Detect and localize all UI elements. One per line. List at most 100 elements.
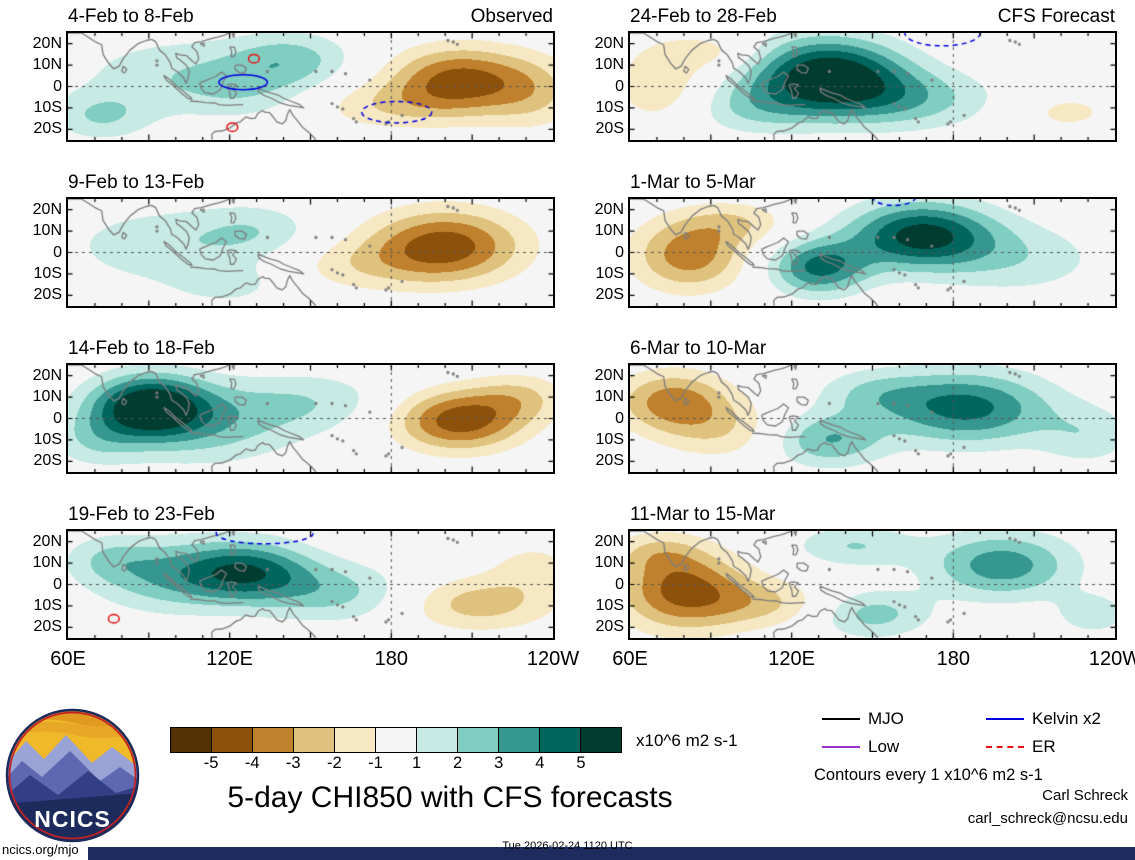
legend-label-mjo: MJO xyxy=(868,709,904,728)
legend-label-kelvin: Kelvin x2 xyxy=(1032,709,1101,728)
lat-axis-label: 10N xyxy=(32,554,62,572)
panel-header: 14-Feb to 18-Feb xyxy=(68,338,553,360)
panel-title: 19-Feb to 23-Feb xyxy=(68,504,215,525)
map-panel: 20N 10N 0 10S 20S xyxy=(33,531,553,638)
lat-axis-label: 10N xyxy=(594,56,624,74)
lat-axis-label: 20N xyxy=(32,34,62,52)
lat-axis-label: 10S xyxy=(33,264,62,282)
lat-axis-label: 10S xyxy=(33,430,62,448)
lon-axis-label: 180 xyxy=(936,648,971,670)
lat-axis-label: 10N xyxy=(594,222,624,240)
lat-axis-label: 10S xyxy=(33,98,62,116)
lon-axis-label: 60E xyxy=(50,648,86,670)
lat-axis-label: 10S xyxy=(33,596,62,614)
map-panel: 20N 10N 0 10S 20S xyxy=(595,33,1115,140)
map-canvas xyxy=(68,199,553,306)
column-label-observed: Observed xyxy=(470,6,553,27)
colorbar xyxy=(170,727,622,753)
map-canvas xyxy=(630,199,1115,306)
lon-axis-label: 120E xyxy=(768,648,816,670)
lat-axis-label: 0 xyxy=(615,575,624,593)
lat-axis-label: 20N xyxy=(594,200,624,218)
map-panel: 20N 10N 0 10S 20S xyxy=(595,365,1115,472)
lat-axis-label: 10N xyxy=(32,56,62,74)
lon-axis-left: 60E 120E 180 120W xyxy=(50,644,579,670)
lat-axis-label: 10S xyxy=(595,596,624,614)
lat-axis-label: 20N xyxy=(594,532,624,550)
panel-title: 9-Feb to 13-Feb xyxy=(68,172,205,193)
lat-axis-label: 10S xyxy=(595,98,624,116)
lat-axis-label: 0 xyxy=(53,575,62,593)
lat-axis-label: 20N xyxy=(32,366,62,384)
lat-axis-label: 20S xyxy=(33,286,62,304)
lat-axis-label: 20S xyxy=(595,618,624,636)
main-title: 5-day CHI850 with CFS forecasts xyxy=(227,781,673,814)
map-canvas xyxy=(630,33,1115,140)
lon-axis-label: 60E xyxy=(612,648,648,670)
map-canvas xyxy=(630,365,1115,472)
lat-axis-label: 20S xyxy=(595,120,624,138)
lat-axis-label: 10N xyxy=(32,222,62,240)
panel-header: 6-Mar to 10-Mar xyxy=(630,338,1115,360)
map-panel: 20N 10N 0 10S 20S xyxy=(33,365,553,472)
legend-line-mjo xyxy=(822,718,860,720)
lat-axis-label: 0 xyxy=(53,243,62,261)
map-canvas xyxy=(630,531,1115,638)
lat-axis-label: 10N xyxy=(32,388,62,406)
lat-axis-label: 0 xyxy=(53,409,62,427)
lat-axis-label: 20S xyxy=(595,286,624,304)
legend-line-low xyxy=(822,746,860,748)
lat-axis-label: 0 xyxy=(615,77,624,95)
footer-timestamp: Tue 2026-02-24 1120 UTC xyxy=(502,840,633,852)
lat-axis-label: 20N xyxy=(594,34,624,52)
lat-axis-label: 20N xyxy=(594,366,624,384)
panel-title: 11-Mar to 15-Mar xyxy=(630,504,776,525)
panel-header: 9-Feb to 13-Feb xyxy=(68,172,553,194)
footer-bar xyxy=(88,847,1135,860)
lat-axis-label: 10S xyxy=(595,430,624,448)
panel-header: 24-Feb to 28-Feb CFS Forecast xyxy=(630,6,1115,28)
legend-line-kelvin xyxy=(986,718,1024,720)
lon-axis-label: 120E xyxy=(206,648,254,670)
map-panel: 20N 10N 0 10S 20S xyxy=(33,199,553,306)
credit-email: carl_schreck@ncsu.edu xyxy=(967,810,1128,827)
legend-label-low: Low xyxy=(868,737,900,756)
lat-axis-label: 10N xyxy=(594,388,624,406)
map-panel: 20N 10N 0 10S 20S xyxy=(595,199,1115,306)
column-label-cfs-forecast: CFS Forecast xyxy=(997,6,1115,27)
ncics-logo-text: NCICS xyxy=(34,806,111,832)
panel-title: 1-Mar to 5-Mar xyxy=(630,172,756,193)
lat-axis-label: 20N xyxy=(32,200,62,218)
lat-axis-label: 20S xyxy=(33,120,62,138)
panel-title: 6-Mar to 10-Mar xyxy=(630,338,767,359)
lon-axis-right: 60E 120E 180 120W xyxy=(612,644,1135,670)
lat-axis-label: 0 xyxy=(53,77,62,95)
lat-axis-label: 10N xyxy=(594,554,624,572)
lon-axis-label: 120W xyxy=(1088,648,1135,670)
lat-axis-label: 20S xyxy=(595,452,624,470)
lat-axis-label: 20S xyxy=(33,618,62,636)
lon-axis-label: 180 xyxy=(374,648,409,670)
panel-header: 19-Feb to 23-Feb xyxy=(68,504,553,526)
panel-title: 14-Feb to 18-Feb xyxy=(68,338,215,359)
map-canvas xyxy=(68,365,553,472)
colorbar-unit-label: x10^6 m2 s-1 xyxy=(636,731,738,750)
lon-axis-label: 120W xyxy=(526,648,580,670)
panel-title: 24-Feb to 28-Feb xyxy=(630,6,777,27)
map-canvas xyxy=(68,531,553,638)
lat-axis-label: 10S xyxy=(595,264,624,282)
ncics-logo: NCICS xyxy=(4,707,141,844)
panel-title: 4-Feb to 8-Feb xyxy=(68,6,194,27)
lat-axis-label: 0 xyxy=(615,243,624,261)
map-panel: 20N 10N 0 10S 20S xyxy=(595,531,1115,638)
lat-axis-label: 20S xyxy=(33,452,62,470)
panel-header: 11-Mar to 15-Mar xyxy=(630,504,1115,526)
credit-author: Carl Schreck xyxy=(1042,787,1128,804)
footer-url: ncics.org/mjo xyxy=(2,842,79,857)
map-panel: 20N 10N 0 10S 20S xyxy=(33,33,553,140)
legend-label-er: ER xyxy=(1032,737,1056,756)
legend-note: Contours every 1 x10^6 m2 s-1 xyxy=(814,766,1043,784)
lat-axis-label: 20N xyxy=(32,532,62,550)
legend-line-er xyxy=(986,746,1024,748)
